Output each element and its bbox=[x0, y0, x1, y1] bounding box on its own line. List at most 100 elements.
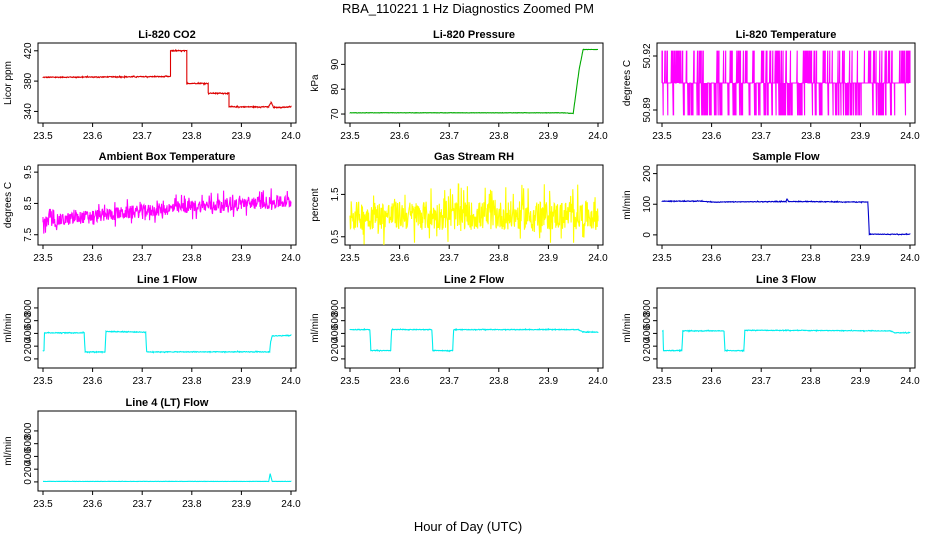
x-tick-label: 23.6 bbox=[83, 131, 103, 142]
y-tick-label: 100 bbox=[642, 195, 653, 212]
y-tick-label: 400 bbox=[23, 448, 34, 465]
panel-title: Gas Stream RH bbox=[434, 151, 514, 163]
chart-panel-2: Li-820 Pressure kPa 23.5 23.6 23.7 23.8 23.9 24… bbox=[310, 29, 608, 142]
y-tick-label: 400 bbox=[23, 325, 34, 342]
y-axis-label: degrees C bbox=[3, 182, 14, 228]
y-tick-label: 9.5 bbox=[23, 165, 34, 179]
y-tick-label: 0 bbox=[642, 232, 653, 238]
x-tick-label: 23.5 bbox=[652, 131, 672, 142]
x-tick-label: 23.9 bbox=[232, 253, 252, 264]
x-tick-label: 23.5 bbox=[340, 253, 360, 264]
plot-frame bbox=[344, 164, 604, 246]
x-tick-label: 24.0 bbox=[281, 376, 301, 387]
y-axis-label: degrees C bbox=[622, 60, 633, 106]
y-tick-label: 400 bbox=[330, 325, 341, 342]
panel-title: Li-820 CO2 bbox=[138, 29, 195, 41]
x-tick-label: 23.7 bbox=[439, 253, 459, 264]
plot-frame bbox=[656, 42, 916, 124]
x-tick-label: 23.7 bbox=[132, 376, 152, 387]
panel-title: Line 1 Flow bbox=[137, 274, 197, 286]
y-axis-label: Licor ppm bbox=[3, 61, 14, 105]
plot-frame bbox=[656, 164, 916, 246]
y-tick-label: 600 bbox=[642, 312, 653, 329]
plot-frame bbox=[37, 410, 297, 492]
series-line bbox=[661, 50, 911, 116]
x-tick-label: 23.6 bbox=[83, 376, 103, 387]
x-tick-label: 23.5 bbox=[33, 253, 53, 264]
y-tick-label: 200 bbox=[642, 165, 653, 182]
chart-panel-6: Sample Flow ml/min 23.5 23.6 23.7 23.8 23.9 24.… bbox=[622, 151, 920, 264]
y-tick-label: 50.92 bbox=[642, 43, 653, 68]
y-tick-label: 800 bbox=[330, 299, 341, 316]
series-line bbox=[349, 183, 599, 246]
y-axis-label: ml/min bbox=[622, 313, 633, 342]
x-tick-label: 23.8 bbox=[801, 376, 821, 387]
series-line bbox=[43, 473, 292, 483]
y-tick-label: 600 bbox=[23, 312, 34, 329]
y-tick-label: 200 bbox=[330, 337, 341, 354]
series-line bbox=[42, 188, 292, 234]
x-tick-label: 23.6 bbox=[702, 131, 722, 142]
x-tick-label: 23.6 bbox=[390, 131, 410, 142]
x-tick-label: 23.8 bbox=[182, 131, 202, 142]
x-tick-label: 23.8 bbox=[801, 253, 821, 264]
x-tick-label: 23.8 bbox=[489, 131, 509, 142]
panel-title: Sample Flow bbox=[752, 151, 820, 163]
series-line bbox=[42, 48, 292, 109]
x-tick-label: 23.9 bbox=[851, 253, 871, 264]
x-tick-label: 23.9 bbox=[851, 376, 871, 387]
x-tick-label: 23.8 bbox=[182, 499, 202, 510]
y-tick-label: 0.5 bbox=[330, 229, 341, 243]
x-tick-label: 23.5 bbox=[652, 376, 672, 387]
x-tick-label: 24.0 bbox=[588, 131, 608, 142]
y-tick-label: 0 bbox=[23, 479, 34, 485]
panel-title: Ambient Box Temperature bbox=[99, 151, 236, 163]
x-tick-label: 23.8 bbox=[489, 253, 509, 264]
x-tick-label: 24.0 bbox=[588, 376, 608, 387]
chart-panel-10: Line 4 (LT) Flow ml/min 23.5 23.6 23.7 23.8 23… bbox=[3, 397, 301, 510]
y-tick-label: 200 bbox=[23, 337, 34, 354]
figure-title: RBA_110221 1 Hz Diagnostics Zoomed PM bbox=[342, 1, 594, 16]
y-tick-label: 7.5 bbox=[23, 227, 34, 241]
y-tick-label: 400 bbox=[642, 325, 653, 342]
panel-grid: Li-820 CO2 Licor ppm 23.5 23.6 23.7 23.8 23.9 2… bbox=[3, 29, 920, 510]
x-tick-label: 23.7 bbox=[439, 131, 459, 142]
plot-frame bbox=[344, 287, 604, 369]
x-tick-label: 24.0 bbox=[900, 253, 920, 264]
x-tick-label: 24.0 bbox=[281, 253, 301, 264]
panel-title: Li-820 Temperature bbox=[736, 29, 837, 41]
x-tick-label: 23.7 bbox=[132, 131, 152, 142]
x-tick-label: 23.5 bbox=[652, 253, 672, 264]
x-tick-label: 23.9 bbox=[539, 253, 559, 264]
series-line bbox=[661, 198, 911, 236]
x-axis-label: Hour of Day (UTC) bbox=[414, 519, 522, 534]
x-tick-label: 23.6 bbox=[390, 376, 410, 387]
series-line bbox=[42, 329, 292, 354]
chart-panel-8: Line 2 Flow ml/min 23.5 23.6 23.7 23.8 23.9 24.… bbox=[310, 274, 608, 387]
y-tick-label: 90 bbox=[330, 58, 341, 70]
y-axis-label: percent bbox=[310, 188, 321, 222]
x-tick-label: 23.6 bbox=[83, 253, 103, 264]
series-line bbox=[349, 48, 599, 115]
x-tick-label: 23.5 bbox=[33, 131, 53, 142]
x-tick-label: 24.0 bbox=[900, 376, 920, 387]
y-axis-label: kPa bbox=[310, 74, 321, 92]
chart-panel-1: Li-820 CO2 Licor ppm 23.5 23.6 23.7 23.8 23.9 2… bbox=[3, 29, 301, 142]
x-tick-label: 23.7 bbox=[439, 376, 459, 387]
x-tick-label: 23.5 bbox=[340, 376, 360, 387]
chart-panel-4: Ambient Box Temperature degrees C 23.5 23.6… bbox=[3, 151, 301, 264]
x-tick-label: 24.0 bbox=[281, 499, 301, 510]
y-tick-label: 0 bbox=[642, 356, 653, 362]
chart-panel-9: Line 3 Flow ml/min 23.5 23.6 23.7 23.8 23.9 24.… bbox=[622, 274, 920, 387]
chart-panel-7: Line 1 Flow ml/min 23.5 23.6 23.7 23.8 23.9 24.… bbox=[3, 274, 301, 387]
plot-frame bbox=[37, 164, 297, 246]
panel-title: Line 4 (LT) Flow bbox=[126, 397, 209, 409]
y-axis-label: ml/min bbox=[3, 436, 14, 465]
y-tick-label: 70 bbox=[330, 108, 341, 120]
x-tick-label: 23.5 bbox=[33, 499, 53, 510]
y-axis-label: ml/min bbox=[3, 313, 14, 342]
y-tick-label: 340 bbox=[23, 103, 34, 120]
plot-frame bbox=[344, 42, 604, 124]
y-tick-label: 0 bbox=[23, 356, 34, 362]
y-tick-label: 200 bbox=[642, 337, 653, 354]
